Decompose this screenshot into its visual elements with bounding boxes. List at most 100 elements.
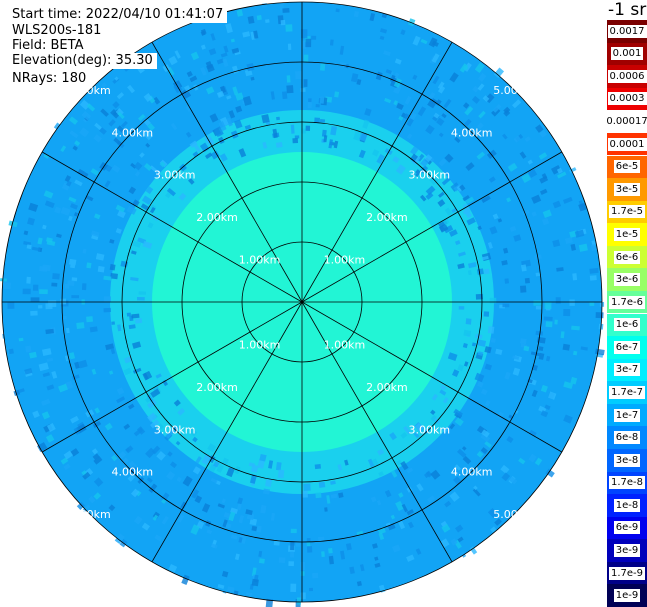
colorbar-tick-label: 1e-8 [613, 498, 641, 512]
field-speckle [453, 476, 462, 485]
field-speckle [275, 462, 282, 471]
field-speckle [398, 520, 406, 530]
field-speckle [207, 137, 215, 146]
field-speckle [395, 500, 405, 512]
field-speckle [534, 457, 543, 466]
field-speckle [72, 374, 80, 380]
field-speckle [32, 284, 39, 291]
field-speckle [190, 524, 200, 536]
field-speckle [175, 440, 181, 446]
field-speckle [416, 483, 424, 492]
range-labels: 1.00km 1.00km 1.00km 1.00km 2.00km 2.00km 2.00… [69, 84, 535, 521]
field-speckle [65, 327, 70, 334]
field-speckle [249, 474, 257, 484]
field-speckle [431, 53, 440, 64]
field-speckle [302, 40, 307, 49]
field-speckle [540, 188, 548, 195]
field-speckle [457, 364, 465, 372]
colorbar-tick-label: 0.0006 [607, 69, 647, 83]
field-speckle [425, 185, 436, 196]
range-label-3km: 3.00km [409, 423, 451, 436]
field-speckle [159, 161, 166, 168]
field-speckle [527, 159, 533, 165]
field-speckle [492, 213, 499, 220]
field-speckle [477, 381, 484, 388]
field-speckle [73, 212, 79, 217]
field-speckle [529, 429, 537, 437]
field-speckle [156, 451, 166, 461]
colorbar-tick-label: 0.001 [610, 47, 644, 61]
field-speckle [70, 415, 80, 424]
field-speckle [290, 541, 295, 551]
field-speckle [210, 543, 218, 549]
field-speckle [449, 491, 460, 502]
field-speckle [237, 497, 243, 505]
field-speckle [480, 433, 491, 443]
field-speckle [63, 463, 71, 471]
range-label-4km: 4.00km [112, 466, 154, 479]
field-speckle [189, 75, 198, 83]
field-speckle [452, 471, 459, 477]
field-speckle [571, 325, 580, 331]
field-speckle [228, 110, 236, 119]
field-speckle [161, 515, 169, 525]
field-speckle [356, 78, 362, 86]
field-speckle [191, 489, 200, 499]
field-speckle [92, 453, 100, 460]
field-speckle [86, 316, 93, 323]
colorbar-tick-label: 1.7e-5 [608, 205, 646, 219]
field-speckle [168, 563, 178, 573]
field-speckle [149, 165, 159, 174]
field-speckle [27, 217, 35, 226]
field-speckle [490, 337, 496, 343]
field-speckle [114, 533, 125, 545]
field-speckle [23, 230, 29, 236]
field-speckle [468, 262, 477, 269]
field-speckle [45, 303, 53, 310]
field-speckle [216, 464, 224, 473]
field-speckle [111, 164, 121, 173]
field-speckle [147, 412, 158, 423]
field-speckle [223, 45, 229, 53]
field-speckle [228, 511, 236, 522]
field-speckle [406, 554, 415, 562]
field-speckle [319, 118, 326, 123]
field-speckle [74, 361, 80, 369]
field-speckle [217, 503, 226, 509]
field-speckle [374, 562, 381, 568]
field-speckle [288, 561, 294, 567]
field-speckle [219, 85, 227, 94]
range-label-1km: 1.00km [324, 338, 366, 351]
field-speckle [272, 128, 278, 139]
field-speckle [208, 464, 217, 473]
field-speckle [234, 553, 240, 561]
field-speckle [82, 504, 91, 513]
field-speckle [242, 31, 251, 38]
field-speckle [45, 328, 54, 335]
field-speckle [216, 58, 225, 65]
field-speckle [282, 91, 288, 100]
field-speckle [301, 128, 306, 134]
field-speckle [177, 408, 186, 416]
field-speckle [392, 544, 401, 553]
field-speckle [356, 581, 362, 587]
field-speckle [495, 348, 503, 356]
field-speckle [376, 499, 382, 506]
field-speckle [578, 243, 588, 252]
field-speckle [41, 411, 50, 420]
field-speckle [488, 176, 496, 183]
field-speckle [324, 507, 328, 512]
field-speckle [193, 84, 199, 91]
field-speckle [24, 368, 33, 375]
field-speckle [137, 476, 145, 484]
field-speckle [539, 130, 547, 138]
field-speckle [77, 168, 86, 177]
field-speckle [143, 163, 153, 172]
field-speckle [563, 309, 571, 317]
field-speckle [462, 455, 472, 465]
field-speckle [7, 302, 15, 309]
field-speckle [223, 512, 231, 519]
field-speckle [210, 477, 218, 484]
field-speckle [112, 101, 120, 109]
colorbar-cell: 0.0006 [607, 65, 647, 88]
